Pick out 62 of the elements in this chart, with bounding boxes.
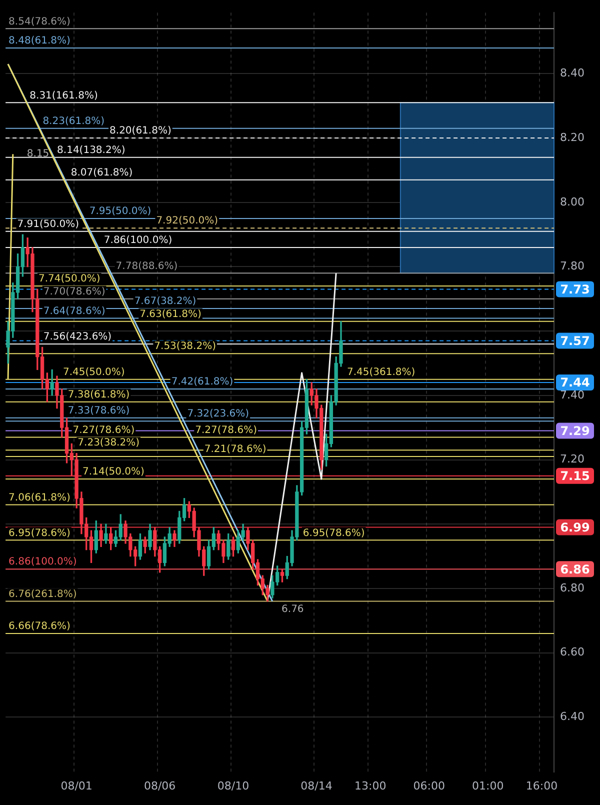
y-tick-label: 7.40 bbox=[560, 388, 584, 402]
ref-line-label: 7.92(50.0%) bbox=[156, 216, 218, 227]
ref-line-label: 7.15 bbox=[560, 468, 590, 483]
ref-line-label: 7.57 bbox=[560, 334, 590, 348]
ref-line-label: 7.53(38.2%) bbox=[154, 341, 216, 352]
x-tick-label: 01:00 bbox=[472, 779, 504, 792]
ref-line-label: 7.63(61.8%) bbox=[140, 309, 202, 320]
x-tick-label: 08/10 bbox=[217, 779, 250, 792]
ref-line-label: 7.32(23.6%) bbox=[187, 408, 250, 420]
ref-line-label: 7.42(61.8%) bbox=[171, 376, 234, 388]
ref-line-label: 6.86(100.0%) bbox=[8, 556, 77, 568]
x-tick-label: 08/01 bbox=[60, 779, 92, 792]
x-tick-label: 08/06 bbox=[144, 779, 176, 792]
annotation: 6.76 bbox=[282, 604, 304, 615]
ref-line-label: 7.06(61.8%) bbox=[8, 492, 70, 504]
ref-line-label: 7.29 bbox=[560, 424, 590, 438]
ref-line-label: 7.95(50.0%) bbox=[89, 206, 152, 218]
x-tick-label: 06:00 bbox=[413, 779, 445, 792]
y-tick-label: 8.20 bbox=[560, 130, 584, 144]
ref-line-label: 7.70(78.6%) bbox=[43, 286, 106, 298]
ref-line-label: 6.95(78.6%) bbox=[8, 528, 70, 539]
ref-line-label: 7.73 bbox=[560, 282, 590, 296]
ref-line-label: 7.21(78.6%) bbox=[204, 444, 266, 456]
x-tick-label: 08/14 bbox=[300, 779, 332, 792]
ref-line-label: 7.67(38.2%) bbox=[134, 296, 196, 308]
y-tick-label: 6.40 bbox=[560, 710, 584, 723]
ref-line-label: 7.44 bbox=[560, 376, 590, 390]
ref-line-label: 8.14(138.2%) bbox=[57, 144, 126, 156]
ref-line-label: 7.38(61.8%) bbox=[68, 389, 130, 400]
ref-line-label: 6.76(261.8%) bbox=[8, 588, 77, 600]
ref-line-label: 7.64(78.6%) bbox=[43, 306, 106, 317]
ref-line-label: 7.23(38.2%) bbox=[78, 438, 140, 449]
annotation: 7.27(78.6%) bbox=[195, 424, 258, 436]
x-tick-label: 16:00 bbox=[526, 779, 558, 792]
ref-line-label: 8.48(61.8%) bbox=[8, 36, 70, 47]
ref-line-label: 7.27(78.6%) bbox=[72, 424, 135, 436]
x-tick-label: 13:00 bbox=[354, 779, 386, 792]
ref-line-label: 8.31(161.8%) bbox=[30, 90, 98, 102]
y-tick-label: 7.20 bbox=[560, 452, 584, 466]
ref-line-label: 7.45(50.0%) bbox=[62, 366, 125, 378]
annotation: 7.45(361.8%) bbox=[346, 366, 416, 378]
annotation: 8.15 bbox=[26, 148, 50, 160]
ref-line-label: 8.07(61.8%) bbox=[70, 167, 133, 178]
ref-line-label: 7.86(100.0%) bbox=[104, 235, 172, 246]
ref-line-label: 7.78(88.6%) bbox=[116, 260, 178, 272]
ref-line-label: 8.20(61.8%) bbox=[110, 126, 172, 137]
ref-line-label: 8.54(78.6%) bbox=[8, 16, 70, 28]
ref-line-label: 7.33(78.6%) bbox=[68, 406, 130, 417]
ref-line-label: 6.99 bbox=[560, 520, 590, 534]
y-tick-label: 8.00 bbox=[560, 195, 584, 208]
y-tick-label: 6.80 bbox=[560, 581, 584, 594]
annotation: 6.95(78.6%) bbox=[302, 528, 365, 539]
ref-line-label: 7.14(50.0%) bbox=[82, 466, 144, 478]
ref-line-label: 7.91(50.0%) bbox=[17, 218, 80, 230]
ref-line-label: 8.23(61.8%) bbox=[42, 116, 105, 128]
y-tick-label: 6.60 bbox=[560, 646, 584, 659]
ref-line-label: 7.74(50.0%) bbox=[38, 274, 100, 285]
y-tick-label: 8.40 bbox=[560, 66, 584, 80]
ref-line-label: 7.56(423.6%) bbox=[43, 332, 112, 343]
annotation: 6.86 bbox=[560, 562, 590, 576]
y-tick-label: 7.80 bbox=[560, 260, 584, 273]
ref-line-label: 6.66(78.6%) bbox=[8, 621, 70, 632]
